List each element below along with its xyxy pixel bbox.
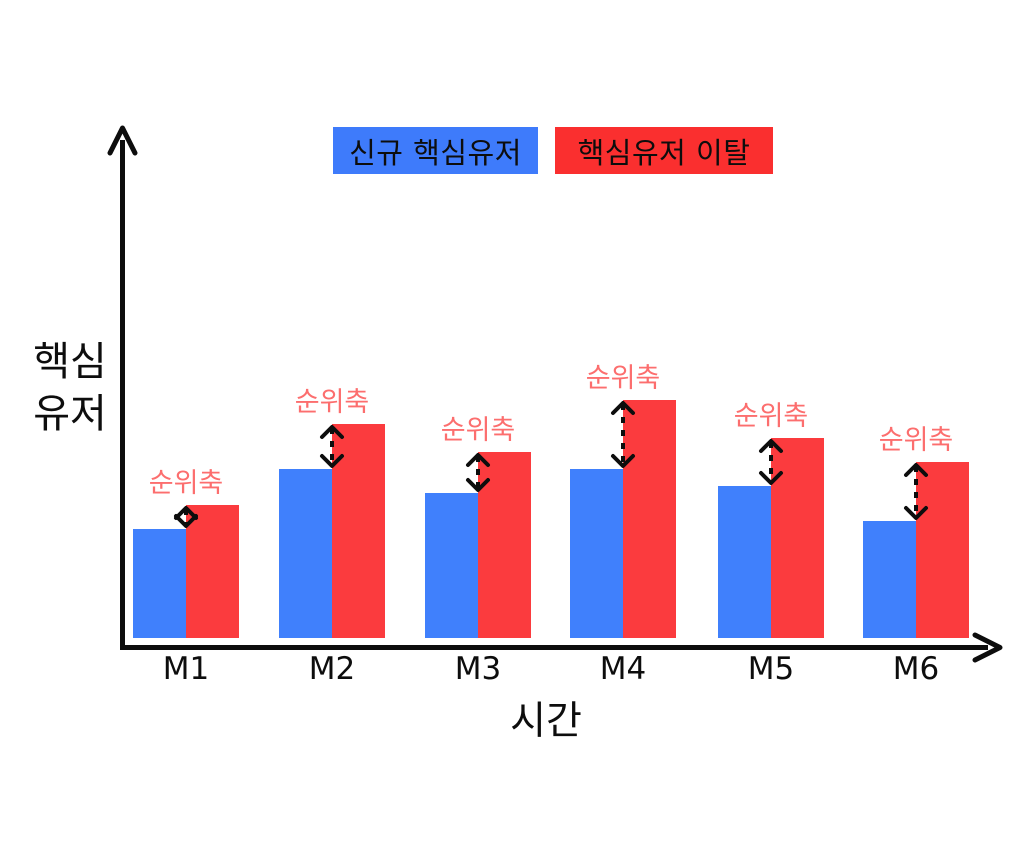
- legend-item-core-user-churn: 핵심유저 이탈: [555, 127, 773, 174]
- bar-new-core-users-M4: [570, 469, 623, 638]
- category-label-M1: M1: [162, 651, 210, 687]
- x-axis-arrowhead-icon: [972, 632, 1003, 663]
- category-label-M2: M2: [308, 651, 356, 687]
- gap-arrow-icon-M3: [466, 453, 490, 492]
- y-axis-label-line2: 유저: [33, 391, 107, 437]
- bar-new-core-users-M3: [425, 493, 478, 638]
- annotation-label-M2: 순위축: [294, 387, 370, 418]
- category-label-M6: M6: [892, 651, 940, 687]
- annotation-label-M5: 순위축: [733, 401, 809, 432]
- y-axis-label-line1: 핵심: [33, 339, 107, 385]
- bar-new-core-users-M5: [718, 486, 771, 638]
- bar-core-user-churn-M4: [623, 400, 676, 638]
- gap-arrow-icon-M2: [320, 425, 344, 468]
- y-axis-label: 핵심 유저: [20, 336, 120, 440]
- category-label-M4: M4: [599, 651, 647, 687]
- category-label-M3: M3: [454, 651, 502, 687]
- category-label-M5: M5: [747, 651, 795, 687]
- y-axis-arrowhead-icon: [107, 125, 138, 156]
- annotation-label-M1: 순위축: [148, 468, 224, 499]
- gap-arrow-icon-M6: [904, 463, 928, 520]
- bar-core-user-churn-M1: [186, 505, 239, 638]
- bar-new-core-users-M1: [133, 529, 186, 638]
- bar-new-core-users-M2: [279, 469, 332, 638]
- gap-arrow-icon-M4: [611, 401, 635, 468]
- gap-arrow-icon-M1: [174, 506, 198, 528]
- bar-core-user-churn-M6: [916, 462, 969, 638]
- bar-core-user-churn-M5: [771, 438, 824, 638]
- legend-item-new-core-users: 신규 핵심유저: [333, 127, 538, 174]
- bar-new-core-users-M6: [863, 521, 916, 638]
- annotation-label-M3: 순위축: [440, 415, 516, 446]
- x-axis-label: 시간: [510, 699, 582, 744]
- annotation-label-M4: 순위축: [585, 363, 661, 394]
- gap-arrow-icon-M5: [759, 439, 783, 485]
- annotation-label-M6: 순위축: [878, 425, 954, 456]
